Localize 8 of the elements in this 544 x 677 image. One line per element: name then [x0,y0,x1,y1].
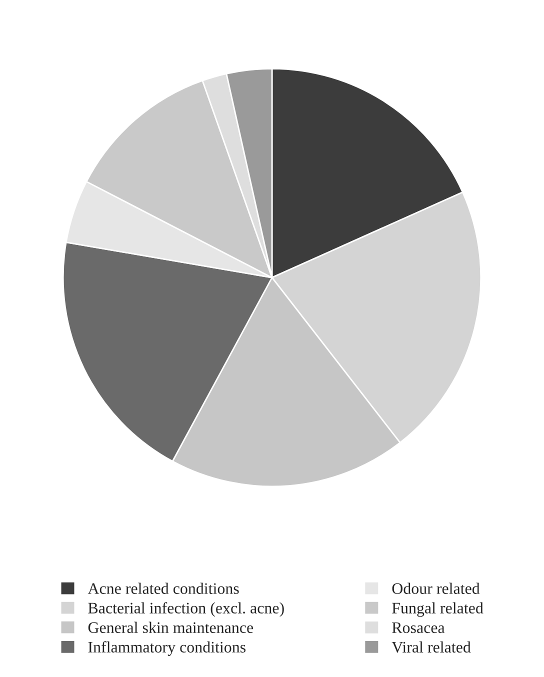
legend-label: Inflammatory conditions [88,641,246,656]
legend-label: Odour related [392,582,480,594]
legend-label: Rosacea [392,622,445,634]
legend-label: Bacterial infection (excl. acne) [88,602,284,617]
legend-label: Viral related [392,641,471,653]
legend-label: Acne related conditions [88,582,239,594]
legend-label: Fungal related [392,602,484,617]
legend-label: General skin maintenance [88,622,254,634]
